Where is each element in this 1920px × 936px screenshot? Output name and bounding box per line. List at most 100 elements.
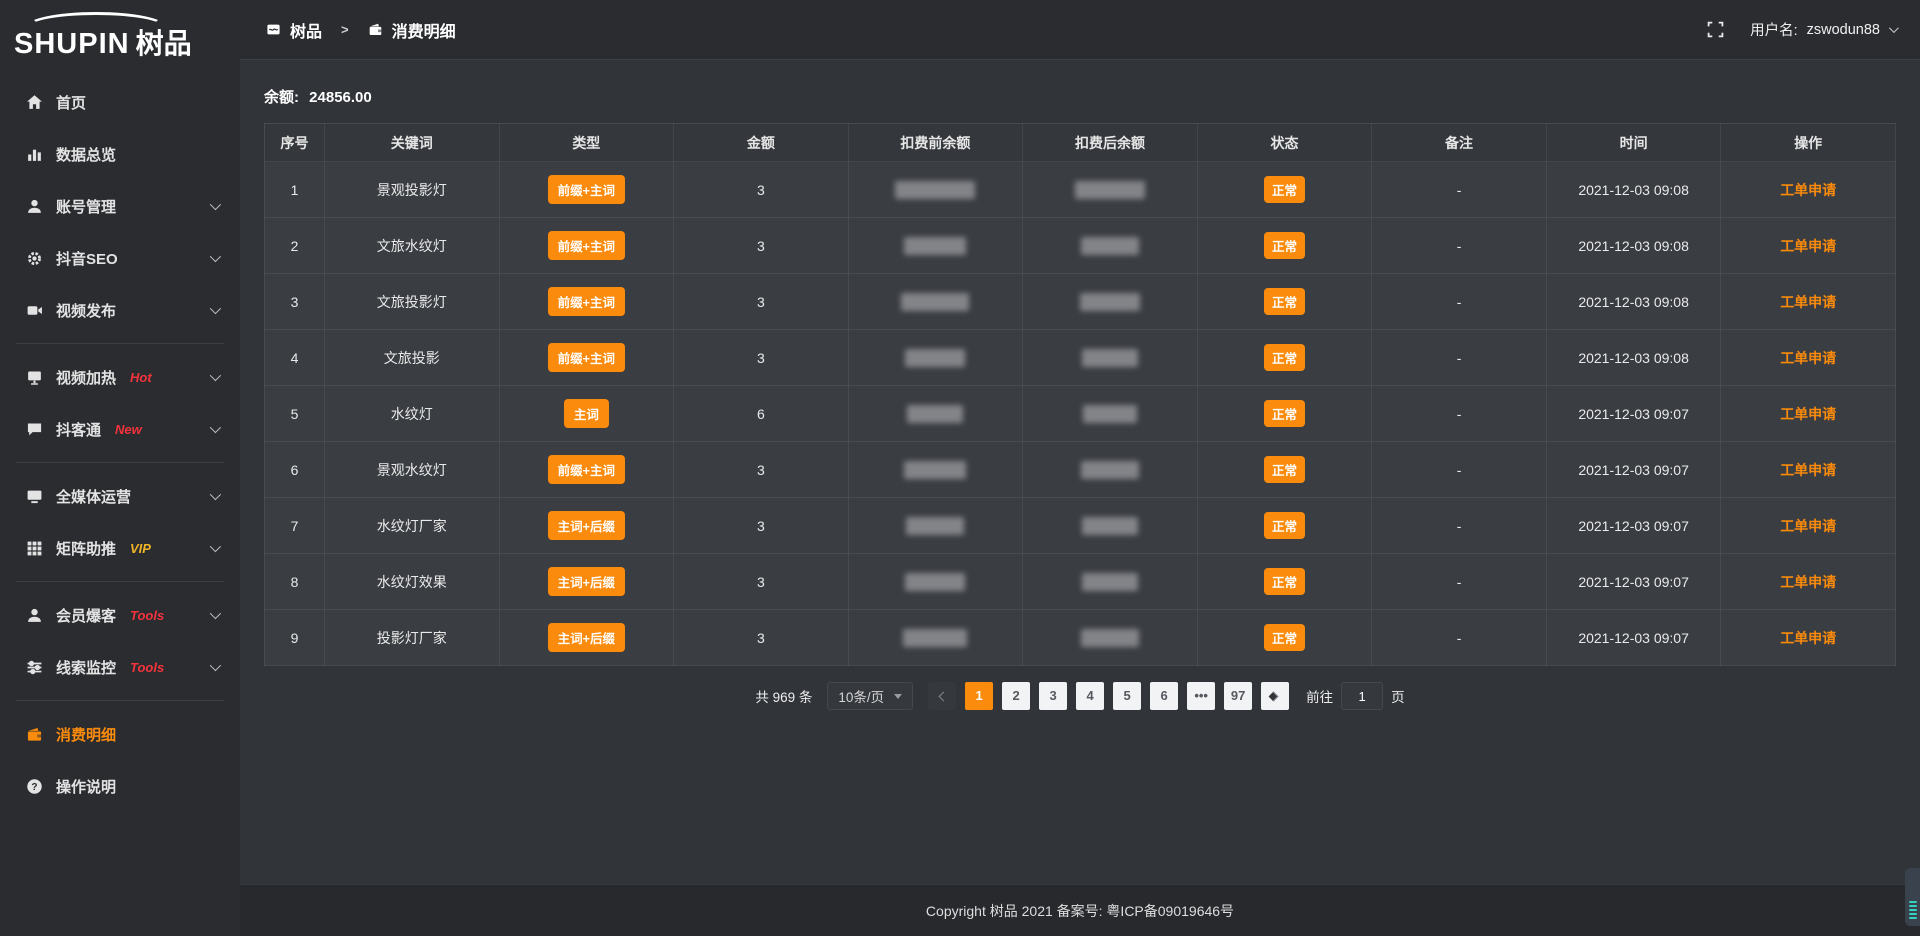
breadcrumb-home[interactable]: 树品 — [290, 23, 323, 41]
type-badge: 主词 — [563, 399, 609, 428]
cell-keyword: 文旅投影灯 — [324, 273, 500, 330]
page-ellipsis-button[interactable]: ••• — [1187, 682, 1216, 710]
svg-text:?: ? — [31, 781, 37, 792]
cell-time: 2021-12-03 09:07 — [1545, 609, 1722, 666]
sidebar-item-monitor[interactable]: 全媒体运营 — [0, 470, 240, 522]
page-button-3[interactable]: 3 — [1039, 682, 1068, 710]
total-count: 共 969 条 — [755, 690, 813, 705]
sidebar-item-user[interactable]: 账号管理 — [0, 180, 240, 232]
type-badge: 前缀+主词 — [547, 287, 625, 316]
menu-divider — [16, 700, 224, 701]
cell-status: 正常 — [1196, 553, 1373, 610]
cell-action: 工单申请 — [1720, 441, 1896, 498]
page-button-97[interactable]: 97 — [1224, 682, 1253, 710]
page-size-select[interactable]: 10条/页 — [827, 682, 914, 710]
ticket-apply-link[interactable]: 工单申请 — [1780, 629, 1837, 646]
content-column: 树品 > 消费明细 用户名: zswodun88 余 — [240, 0, 1920, 936]
bar-chart-icon — [26, 146, 43, 163]
balance-label: 余额: — [264, 89, 299, 106]
floating-widget[interactable] — [1905, 868, 1920, 926]
balance-value: 24856.00 — [309, 89, 372, 106]
sidebar-item-home[interactable]: 首页 — [0, 76, 240, 128]
type-badge: 前缀+主词 — [547, 175, 625, 204]
balance: 余额: 24856.00 — [264, 86, 1896, 107]
sidebar: SHUPIN 树品 首页 数据总览 账号管理 抖音SEO 视频发布 视频加热 Ho… — [0, 0, 240, 936]
sidebar-item-chat[interactable]: 抖客通 New — [0, 403, 240, 455]
sliders-icon — [26, 659, 43, 676]
chevron-down-icon — [209, 540, 222, 553]
ticket-apply-link[interactable]: 工单申请 — [1780, 181, 1837, 198]
cell-balance-after — [1022, 497, 1198, 554]
cell-status: 正常 — [1196, 609, 1373, 666]
sidebar-item-member[interactable]: 会员爆客 Tools — [0, 589, 240, 641]
table-row: 9 投影灯厂家 主词+后缀 3 正常 - 2021-12-03 09:07 工单… — [264, 609, 1896, 666]
cell-time: 2021-12-03 09:08 — [1545, 273, 1722, 330]
cell-index: 5 — [264, 385, 325, 442]
next-page-button[interactable] — [1261, 682, 1290, 710]
cell-time: 2021-12-03 09:08 — [1545, 329, 1722, 386]
cell-time: 2021-12-03 09:08 — [1545, 161, 1722, 218]
menu-divider — [16, 581, 224, 582]
chevron-down-icon — [209, 250, 222, 263]
cell-type: 主词+后缀 — [498, 553, 675, 610]
user-dropdown[interactable]: 用户名: zswodun88 — [1750, 19, 1899, 40]
cell-time: 2021-12-03 09:07 — [1545, 441, 1722, 498]
ticket-apply-link[interactable]: 工单申请 — [1780, 517, 1837, 534]
prev-page-button[interactable] — [928, 682, 957, 710]
cell-type: 前缀+主词 — [498, 273, 675, 330]
prev-icon — [938, 691, 949, 702]
column-header: 序号 — [264, 123, 325, 162]
username-value: zswodun88 — [1806, 21, 1880, 38]
page-buttons: 1 2 3 4 5 6 ••• 97 — [965, 682, 1253, 710]
sidebar-item-video-heat[interactable]: 视频加热 Hot — [0, 351, 240, 403]
cell-remark: - — [1371, 273, 1547, 330]
ticket-apply-link[interactable]: 工单申请 — [1780, 349, 1837, 366]
next-icon — [1268, 691, 1279, 702]
cell-index: 9 — [264, 609, 325, 666]
fullscreen-icon[interactable] — [1707, 21, 1724, 38]
page-button-4[interactable]: 4 — [1076, 682, 1105, 710]
cell-index: 7 — [264, 497, 325, 554]
ticket-apply-link[interactable]: 工单申请 — [1780, 405, 1837, 422]
cell-balance-before — [847, 273, 1024, 330]
status-badge: 正常 — [1264, 512, 1306, 539]
type-badge: 前缀+主词 — [547, 231, 625, 260]
sidebar-item-sliders[interactable]: 线索监控 Tools — [0, 641, 240, 693]
grid-icon — [26, 540, 43, 557]
cell-keyword: 水纹灯效果 — [324, 553, 500, 610]
cell-keyword: 水纹灯厂家 — [324, 497, 500, 554]
cell-index: 1 — [264, 161, 325, 218]
sidebar-item-bar-chart[interactable]: 数据总览 — [0, 128, 240, 180]
column-header: 备注 — [1371, 123, 1547, 162]
cell-balance-before — [847, 497, 1024, 554]
question-icon: ? — [26, 778, 43, 795]
sidebar-item-grid[interactable]: 矩阵助推 VIP — [0, 522, 240, 574]
column-header: 扣费后余额 — [1022, 123, 1198, 162]
sidebar-item-video-upload[interactable]: 视频发布 — [0, 284, 240, 336]
cell-amount: 3 — [673, 217, 849, 274]
type-badge: 前缀+主词 — [547, 455, 625, 484]
cell-remark: - — [1371, 385, 1547, 442]
status-badge: 正常 — [1264, 456, 1306, 483]
chevron-down-icon — [1888, 23, 1899, 34]
page-button-6[interactable]: 6 — [1150, 682, 1179, 710]
menu-badge: Tools — [130, 659, 165, 675]
sidebar-item-wallet[interactable]: 消费明细 — [0, 708, 240, 760]
sidebar-item-question[interactable]: ? 操作说明 — [0, 760, 240, 812]
ticket-apply-link[interactable]: 工单申请 — [1780, 293, 1837, 310]
column-header: 状态 — [1196, 123, 1373, 162]
page-button-5[interactable]: 5 — [1113, 682, 1142, 710]
ticket-apply-link[interactable]: 工单申请 — [1780, 461, 1837, 478]
table-row: 7 水纹灯厂家 主词+后缀 3 正常 - 2021-12-03 09:07 工单… — [264, 497, 1896, 554]
sidebar-item-gear[interactable]: 抖音SEO — [0, 232, 240, 284]
video-upload-icon — [26, 302, 43, 319]
page-button-1[interactable]: 1 — [965, 682, 994, 710]
cell-amount: 3 — [673, 497, 849, 554]
page-button-2[interactable]: 2 — [1002, 682, 1031, 710]
ticket-apply-link[interactable]: 工单申请 — [1780, 573, 1837, 590]
column-header: 操作 — [1720, 123, 1896, 162]
cell-action: 工单申请 — [1720, 273, 1896, 330]
ticket-apply-link[interactable]: 工单申请 — [1780, 237, 1837, 254]
goto-page-input[interactable] — [1341, 682, 1384, 710]
